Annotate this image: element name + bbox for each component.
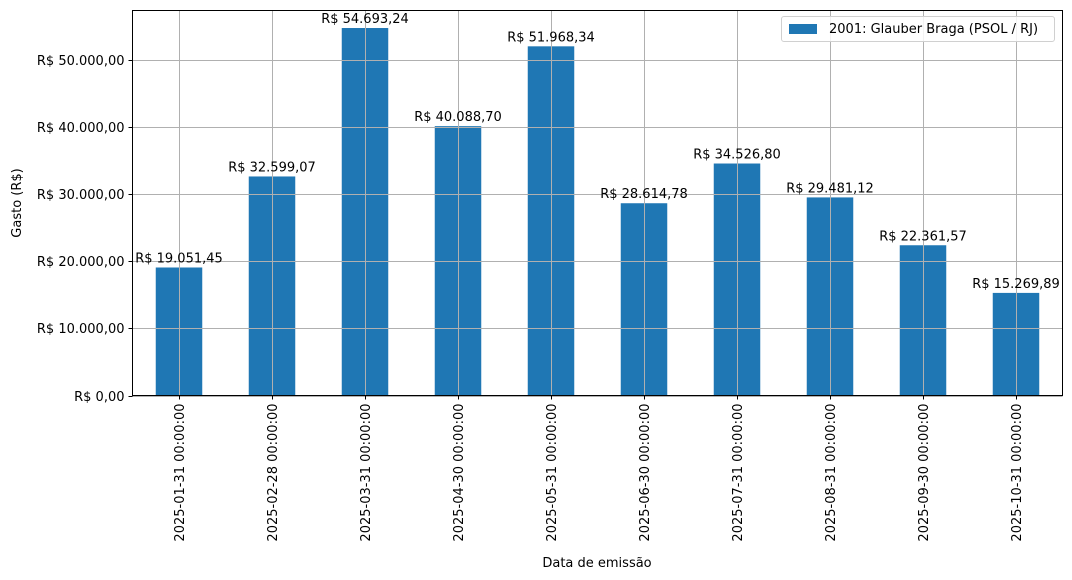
bar-value-label: R$ 19.051,45 (135, 251, 223, 266)
bar-value-label: R$ 51.968,34 (507, 30, 595, 45)
y-tick-label: R$ 30.000,00 (37, 188, 125, 203)
y-tick-label: R$ 20.000,00 (37, 255, 125, 270)
bar-value-label: R$ 22.361,57 (879, 229, 967, 244)
bar-value-labels: R$ 19.051,45 R$ 32.599,07 R$ 54.693,24 R$ 4… (135, 12, 1060, 292)
x-axis-label: Data de emissão (542, 556, 651, 571)
x-tick-label: 2025-06-30 00:00:00 (638, 404, 653, 542)
y-tick-label: R$ 50.000,00 (37, 54, 125, 69)
legend-label: 2001: Glauber Braga (PSOL / RJ) (829, 21, 1039, 37)
x-tick-label: 2025-03-31 00:00:00 (359, 404, 374, 542)
y-tick-label: R$ 10.000,00 (37, 322, 125, 337)
y-axis-ticks: R$ 0,00 R$ 10.000,00 R$ 20.000,00 R$ 30.000… (37, 54, 133, 405)
bar-value-label: R$ 29.481,12 (786, 181, 874, 196)
legend: 2001: Glauber Braga (PSOL / RJ) (781, 16, 1055, 42)
bar-value-label: R$ 15.269,89 (972, 277, 1060, 292)
gridlines-overlay (132, 10, 1063, 397)
bar-value-label: R$ 34.526,80 (693, 148, 781, 163)
x-axis-ticks: 2025-01-31 00:00:00 2025-02-28 00:00:00 20… (173, 395, 1025, 542)
x-tick-label: 2025-04-30 00:00:00 (452, 404, 467, 542)
bar-value-label: R$ 54.693,24 (321, 12, 409, 27)
y-axis-label: Gasto (R$) (10, 168, 25, 237)
x-tick-label: 2025-05-31 00:00:00 (545, 404, 560, 542)
plot-frame (132, 10, 1063, 396)
x-tick-label: 2025-01-31 00:00:00 (173, 404, 188, 542)
x-tick-label: 2025-10-31 00:00:00 (1010, 404, 1025, 542)
x-tick-label: 2025-02-28 00:00:00 (266, 404, 281, 542)
y-tick-label: R$ 0,00 (74, 390, 124, 405)
bar-value-label: R$ 32.599,07 (228, 160, 316, 175)
y-tick-label: R$ 40.000,00 (37, 121, 125, 136)
legend-swatch (789, 24, 817, 34)
x-tick-label: 2025-08-31 00:00:00 (824, 404, 839, 542)
x-tick-label: 2025-07-31 00:00:00 (731, 404, 746, 542)
bars (155, 28, 1040, 396)
x-tick-label: 2025-09-30 00:00:00 (917, 404, 932, 542)
bar-value-label: R$ 40.088,70 (414, 110, 502, 125)
bar-value-label: R$ 28.614,78 (600, 187, 688, 202)
